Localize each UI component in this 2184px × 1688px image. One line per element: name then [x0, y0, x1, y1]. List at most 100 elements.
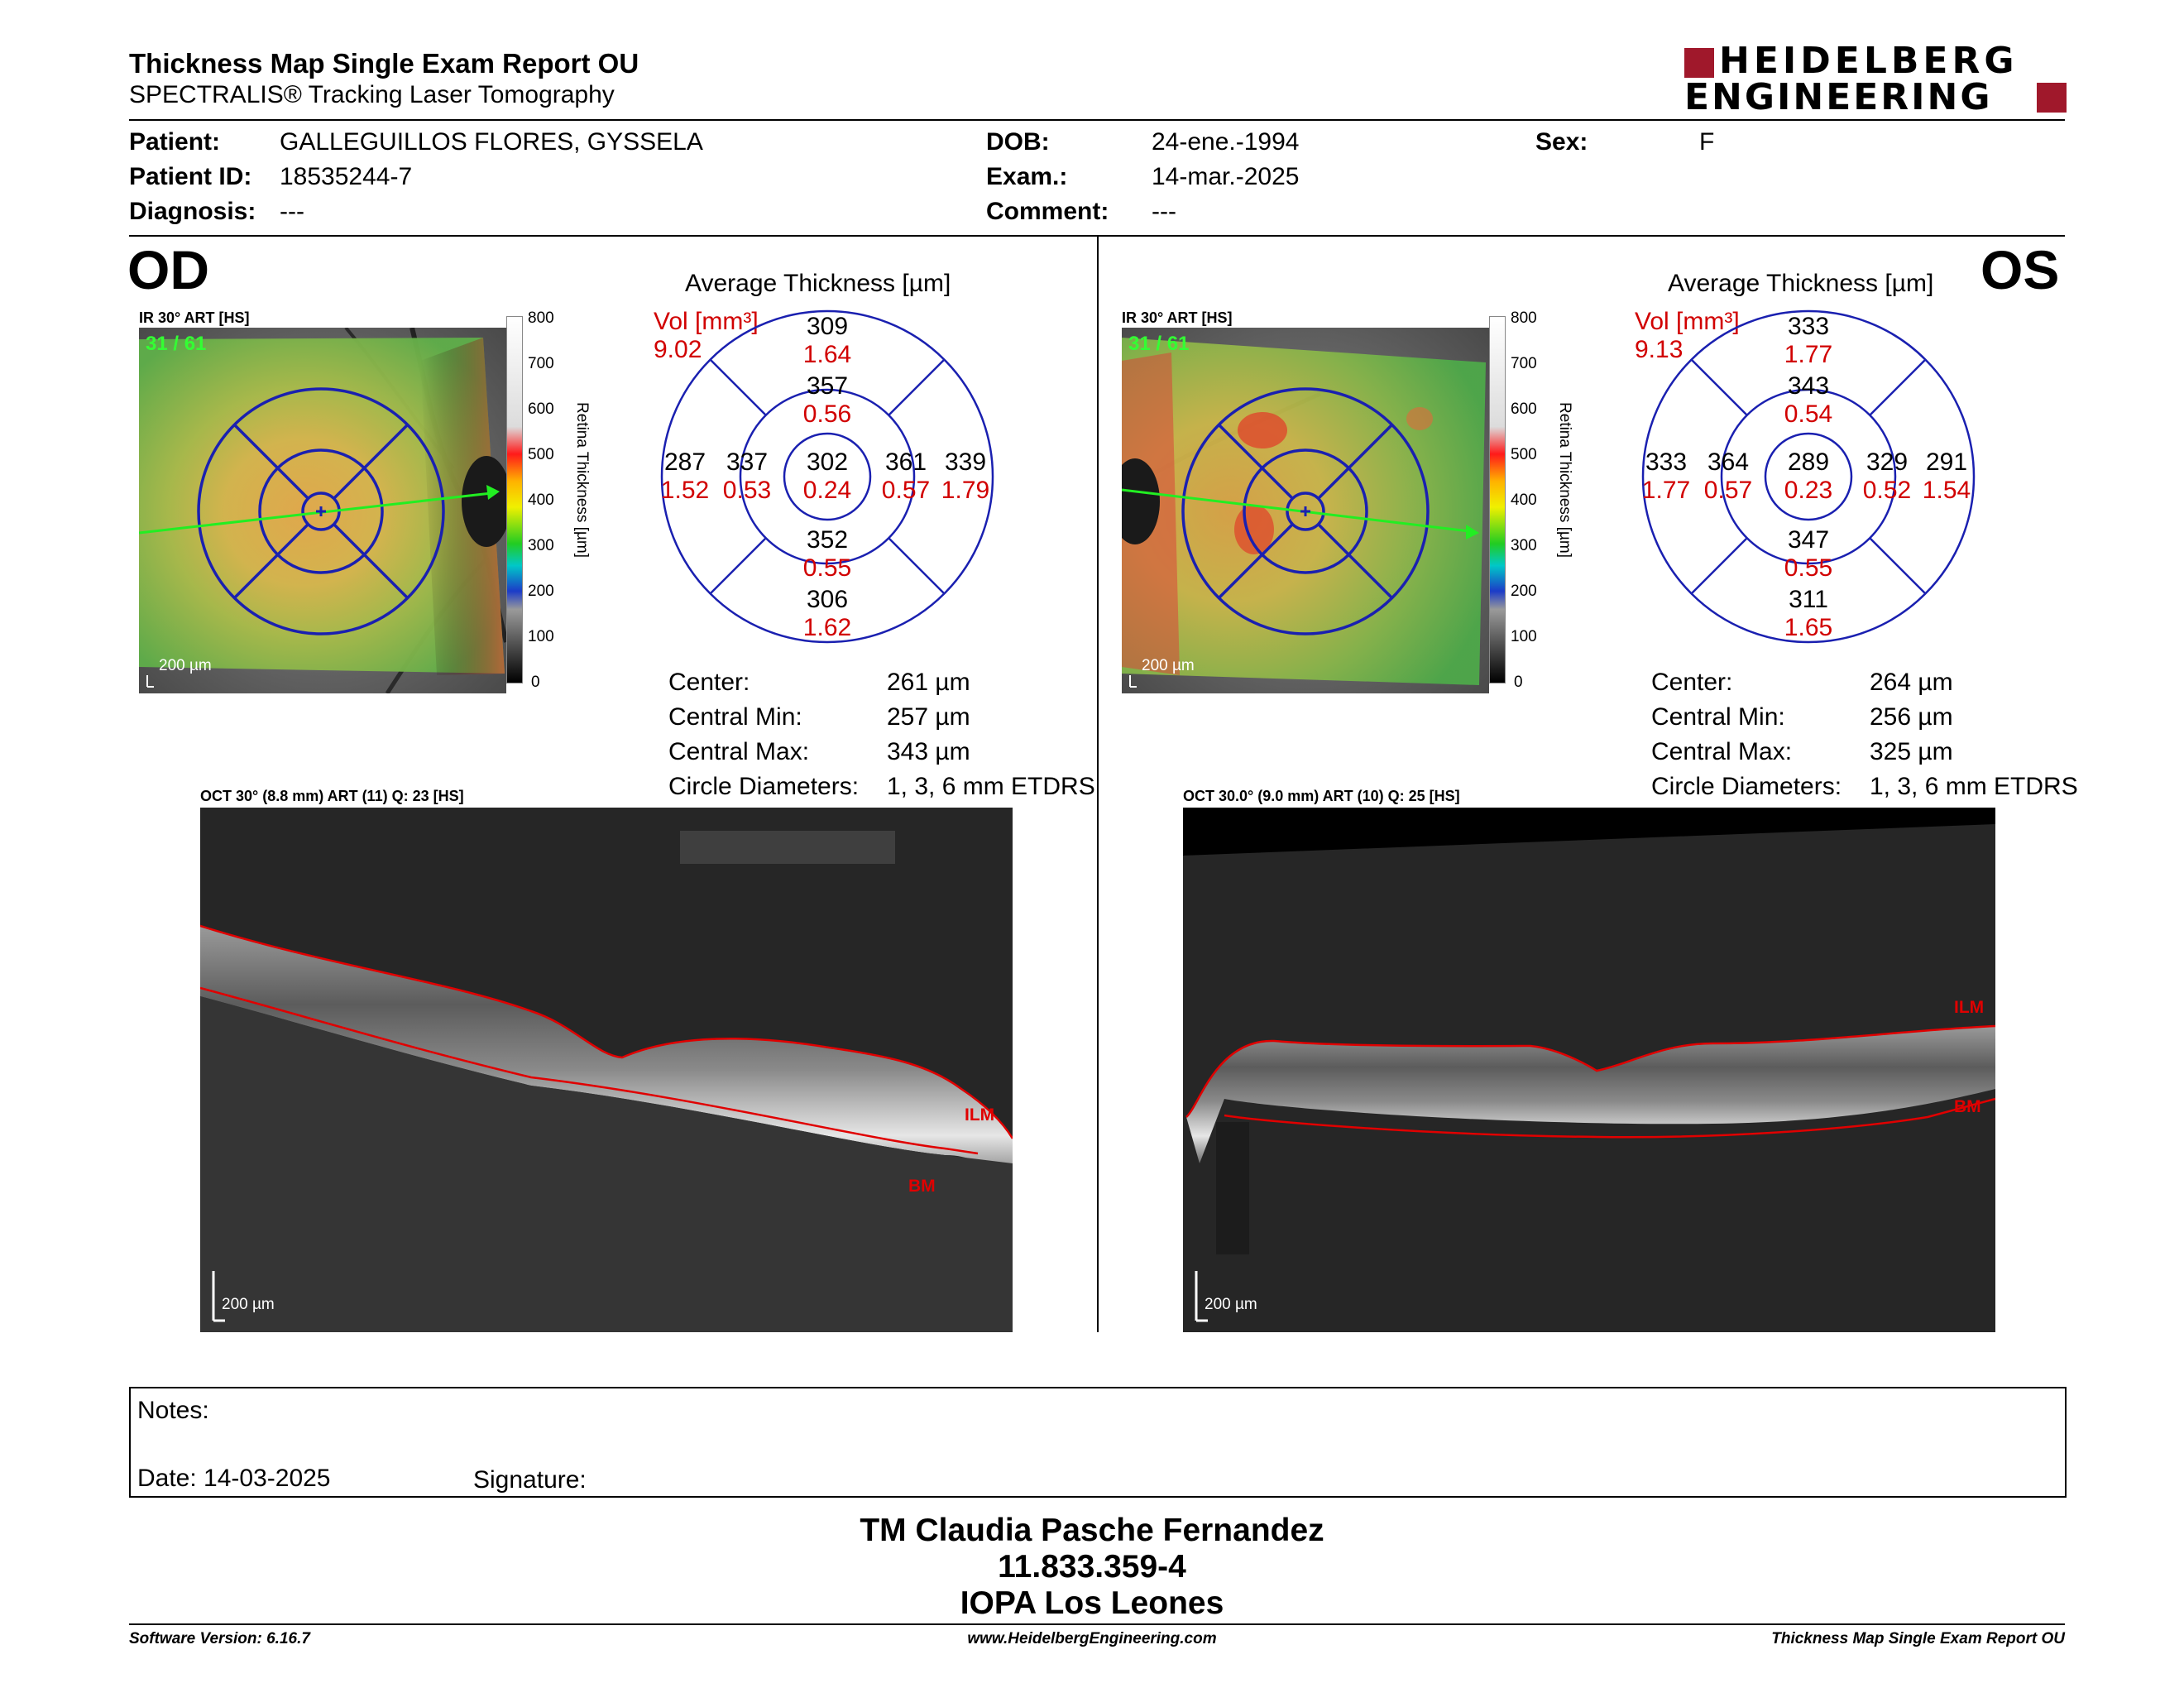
vol-label-os: Vol [mm³] [1635, 308, 1740, 335]
logo-block-bottom [2037, 83, 2067, 113]
stat-center-value-os: 264 µm [1870, 669, 1953, 696]
colorbar-od-axis-label: Retina Thickness [µm] [573, 402, 591, 558]
patient-id: 18535244-7 [280, 163, 413, 190]
footer-divider [129, 1623, 2065, 1625]
signatory-clinic: IOPA Los Leones [960, 1585, 1224, 1621]
etdrs-os-center: 289 [1787, 448, 1830, 476]
patient-divider [129, 235, 2065, 237]
etdrs-od-outer-inferior: 306 [806, 586, 849, 613]
etdrs-os-outer-inferior: 311 [1789, 586, 1828, 613]
stat-max-label-od: Central Max: [668, 738, 810, 765]
colorbar-od-tick: 300 [528, 537, 554, 554]
footer-software: Software Version: 6.16.7 [129, 1630, 310, 1647]
bm-label-os: BM [1954, 1097, 1981, 1116]
colorbar-od-tick: 800 [528, 309, 554, 327]
avg-thickness-title-os: Average Thickness [µm] [1668, 270, 1934, 297]
vol-label-od: Vol [mm³] [654, 308, 759, 335]
stat-circle-value-os: 1, 3, 6 mm ETDRS [1870, 773, 2078, 800]
ir-thickness-map-os[interactable]: 31 / 61 200 µm [1110, 328, 1489, 693]
colorbar-os-tick: 0 [1514, 674, 1523, 691]
oct-label-od: OCT 30° (8.8 mm) ART (11) Q: 23 [HS] [200, 788, 464, 804]
etdrs-os-outer-temporal-vol: 1.54 [1922, 477, 1971, 504]
etdrs-od-inner-temporal-vol: 0.57 [881, 477, 931, 504]
colorbar-od-gradient [506, 316, 523, 683]
stat-min-label-os: Central Min: [1651, 703, 1785, 731]
oct-scale-od: 200 µm [222, 1296, 275, 1313]
notes-box[interactable]: Notes: Date: 14-03-2025 Signature: [129, 1387, 2067, 1498]
patient-name: GALLEGUILLOS FLORES, GYSSELA [280, 128, 703, 156]
etdrs-od-inner-superior: 357 [806, 372, 849, 400]
footer-website[interactable]: www.HeidelbergEngineering.com [967, 1630, 1217, 1647]
etdrs-grid-os[interactable]: 333 1.77 343 0.54 333 1.77 364 0.57 289 … [1635, 303, 1982, 650]
ir-label-od: IR 30° ART [HS] [139, 309, 250, 326]
eye-label-os: OS [1980, 239, 2060, 300]
etdrs-od-inner-inferior-vol: 0.55 [802, 554, 852, 582]
etdrs-od-inner-temporal: 361 [884, 448, 927, 476]
exam-value: 14-mar.-2025 [1152, 163, 1300, 190]
header-divider [129, 119, 2065, 121]
stat-center-value-od: 261 µm [887, 669, 970, 696]
exam-label: Exam.: [986, 163, 1068, 190]
notes-signature: Signature: [473, 1466, 587, 1494]
ilm-label-os: ILM [1954, 998, 1985, 1017]
etdrs-od-center-vol: 0.24 [802, 477, 852, 504]
colorbar-os-gradient [1489, 316, 1506, 683]
dob-label: DOB: [986, 128, 1050, 156]
logo-text-top: HEIDELBERG [1719, 40, 2019, 82]
ir-scale-os: 200 µm [1142, 657, 1195, 674]
sex-label: Sex: [1535, 128, 1588, 156]
etdrs-od-outer-superior: 309 [806, 313, 849, 340]
stat-circle-label-od: Circle Diameters: [668, 773, 860, 800]
colorbar-os-tick: 100 [1511, 628, 1537, 645]
etdrs-os-inner-inferior-vol: 0.55 [1784, 554, 1833, 582]
etdrs-os-outer-superior: 333 [1787, 313, 1830, 340]
logo-block-top [1684, 48, 1714, 78]
etdrs-os-inner-superior-vol: 0.54 [1784, 400, 1833, 428]
comment-label: Comment: [986, 198, 1109, 225]
etdrs-grid-od[interactable]: 309 1.64 357 0.56 287 1.52 337 0.53 302 … [654, 303, 1001, 650]
eye-label-od: OD [127, 239, 209, 300]
notes-date: Date: 14-03-2025 [137, 1465, 331, 1492]
frame-counter-os: 31 / 61 [1128, 333, 1190, 355]
vol-value-od: 9.02 [654, 336, 702, 363]
colorbar-os-tick: 600 [1511, 400, 1537, 418]
oct-scale-os: 200 µm [1205, 1296, 1257, 1313]
heidelberg-logo: HEIDELBERG ENGINEERING [1684, 41, 2067, 117]
eye-divider [1097, 237, 1099, 1332]
patient-id-label: Patient ID: [129, 163, 252, 190]
oct-bscan-os[interactable]: ILM BM 200 µm [1183, 808, 1996, 1332]
dob-value: 24-ene.-1994 [1152, 128, 1300, 156]
colorbar-os-tick: 400 [1511, 492, 1537, 509]
etdrs-os-inner-nasal-vol: 0.57 [1703, 477, 1753, 504]
etdrs-od-outer-inferior-vol: 1.62 [802, 614, 852, 641]
oct-bscan-od[interactable]: ILM BM 200 µm [199, 808, 1014, 1332]
signatory-name: TM Claudia Pasche Fernandez [860, 1513, 1324, 1548]
etdrs-od-inner-nasal: 337 [726, 448, 769, 476]
colorbar-os-tick: 200 [1511, 583, 1537, 600]
etdrs-od-outer-nasal-vol: 1.52 [660, 477, 710, 504]
stat-circle-label-os: Circle Diameters: [1651, 773, 1842, 800]
stat-max-label-os: Central Max: [1651, 738, 1793, 765]
etdrs-od-outer-temporal: 339 [944, 448, 987, 476]
colorbar-od: 800 700 600 500 400 300 200 100 0 Retina… [506, 309, 591, 691]
vol-value-os: 9.13 [1635, 336, 1684, 363]
etdrs-od-inner-superior-vol: 0.56 [802, 400, 852, 428]
colorbar-os-tick: 300 [1511, 537, 1537, 554]
colorbar-os: 800 700 600 500 400 300 200 100 0 Retina… [1489, 309, 1573, 691]
patient-label: Patient: [129, 128, 221, 156]
colorbar-os-tick: 800 [1511, 309, 1537, 327]
etdrs-od-inner-nasal-vol: 0.53 [722, 477, 772, 504]
stat-min-value-od: 257 µm [887, 703, 970, 731]
ilm-label-od: ILM [965, 1105, 995, 1125]
ir-thickness-map-od[interactable]: 31 / 61 200 µm [138, 326, 511, 695]
diagnosis-label: Diagnosis: [129, 198, 256, 225]
etdrs-od-outer-superior-vol: 1.64 [802, 341, 852, 368]
etdrs-os-outer-nasal: 333 [1645, 448, 1688, 476]
colorbar-od-tick: 600 [528, 400, 554, 418]
colorbar-od-tick: 100 [528, 628, 554, 645]
etdrs-od-center: 302 [806, 448, 849, 476]
etdrs-os-outer-nasal-vol: 1.77 [1641, 477, 1691, 504]
etdrs-os-outer-superior-vol: 1.77 [1784, 341, 1833, 368]
etdrs-os-inner-temporal-vol: 0.52 [1862, 477, 1912, 504]
colorbar-os-tick: 500 [1511, 446, 1537, 463]
